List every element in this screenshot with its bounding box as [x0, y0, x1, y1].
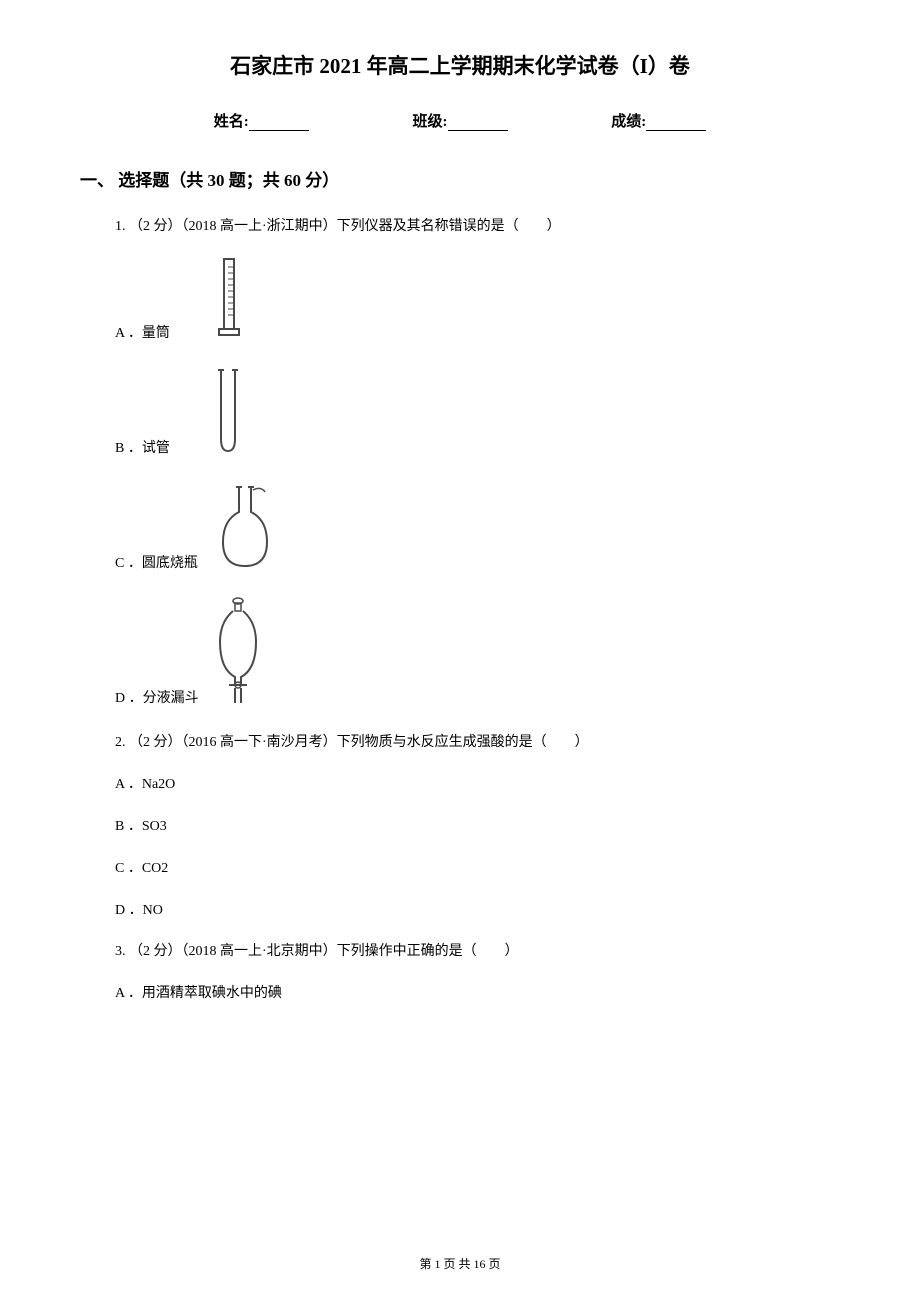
info-row: 姓名: 班级: 成绩: — [80, 110, 840, 131]
q1-option-c-label: C ．圆底烧瓶 — [115, 552, 205, 572]
separating-funnel-icon — [215, 597, 261, 707]
q1-option-b: B ．试管 — [115, 367, 840, 457]
score-blank — [646, 130, 706, 131]
q1-option-d-label: D ．分液漏斗 — [115, 687, 205, 707]
test-tube-icon — [215, 367, 241, 457]
q3-option-a: A ．用酒精萃取碘水中的碘 — [115, 982, 840, 1002]
question-3: 3. （2 分）（2018 高一上·北京期中）下列操作中正确的是（ ） — [115, 941, 840, 962]
name-label: 姓名: — [214, 114, 249, 130]
class-field: 班级: — [413, 110, 508, 131]
section-header: 一、 选择题（共 30 题；共 60 分） — [80, 166, 840, 191]
q1-option-c: C ．圆底烧瓶 — [115, 482, 840, 572]
q1-option-d: D ．分液漏斗 — [115, 597, 840, 707]
name-field: 姓名: — [214, 110, 309, 131]
class-blank — [448, 130, 508, 131]
question-2: 2. （2 分）（2016 高一下·南沙月考）下列物质与水反应生成强酸的是（ ） — [115, 732, 840, 753]
q1-option-a-label: A ．量筒 — [115, 322, 205, 342]
name-blank — [249, 130, 309, 131]
page-title: 石家庄市 2021 年高二上学期期末化学试卷（I）卷 — [80, 50, 840, 80]
q2-option-c: C ．CO2 — [115, 857, 840, 877]
q2-option-a: A ．Na2O — [115, 773, 840, 793]
graduated-cylinder-icon — [215, 257, 243, 342]
q2-option-d: D ．NO — [115, 899, 840, 919]
q2-option-b: B ．SO3 — [115, 815, 840, 835]
page-footer: 第 1 页 共 16 页 — [0, 1255, 920, 1272]
score-label: 成绩: — [611, 114, 646, 130]
question-1: 1. （2 分）（2018 高一上·浙江期中）下列仪器及其名称错误的是（ ） — [115, 216, 840, 237]
q1-option-a: A ．量筒 — [115, 257, 840, 342]
round-bottom-flask-icon — [215, 482, 275, 572]
q1-option-b-label: B ．试管 — [115, 437, 205, 457]
score-field: 成绩: — [611, 110, 706, 131]
class-label: 班级: — [413, 114, 448, 130]
